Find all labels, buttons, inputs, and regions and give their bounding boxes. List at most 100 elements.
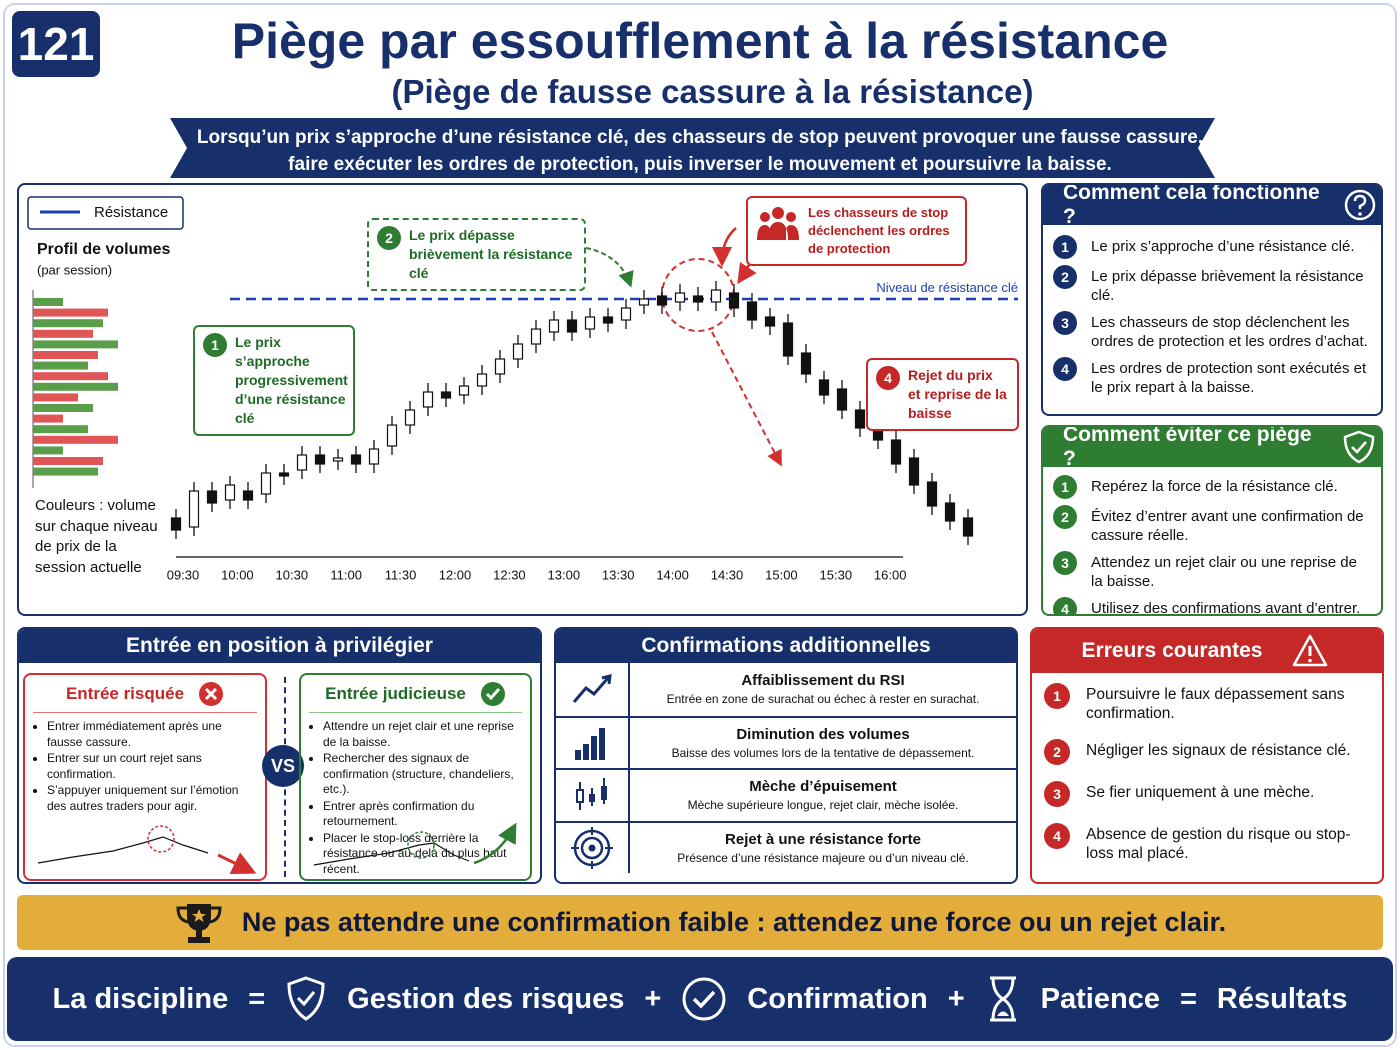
confirm-icon <box>572 674 612 704</box>
step-number: 4 <box>1053 597 1077 614</box>
volume-bar <box>33 361 88 370</box>
volume-bar <box>33 382 118 391</box>
candle-body <box>746 301 758 321</box>
question-icon <box>1344 189 1375 221</box>
subtitle: (Piège de fausse cassure à la résistance… <box>391 73 1034 110</box>
step: 1 Poursuivre le faux dépassement sans con… <box>1044 683 1370 723</box>
volume-bar <box>33 467 98 476</box>
annotation: 4 Rejet du prix et reprise de la baisse <box>866 358 1019 431</box>
mini-chart <box>313 822 517 866</box>
volume-bar <box>33 435 118 444</box>
candle-body <box>332 457 344 462</box>
arrow <box>712 227 737 267</box>
errors-list: 1 Poursuivre le faux dépassement sans con… <box>1032 673 1382 863</box>
confirm-desc: Entrée en zone de surachat ou échec à re… <box>666 692 980 707</box>
confirm-row: Rejet à une résistance forte Présence d’u… <box>556 820 1016 873</box>
volume-bar <box>33 329 93 338</box>
x-tick-label: 12:30 <box>493 567 526 582</box>
confirm-list: Affaiblissement du RSI Entrée en zone de … <box>556 663 1016 873</box>
list-item: Entrer immédiatement après une fausse ca… <box>47 719 257 750</box>
candle-body <box>476 373 488 387</box>
drop-arrow <box>711 331 782 467</box>
step: 3 Se fier uniquement à une mèche. <box>1044 781 1370 807</box>
badge-number: 121 <box>12 11 100 77</box>
candle-body <box>530 328 542 345</box>
x-tick-label: 10:00 <box>221 567 254 582</box>
candle-body <box>764 316 776 327</box>
annotation-number: 4 <box>876 366 900 390</box>
candle-body <box>656 295 668 306</box>
candle-body <box>494 358 506 375</box>
candle-body <box>566 319 578 333</box>
formula-part: La discipline <box>52 982 229 1015</box>
volume-subtitle: (par session) <box>37 262 112 277</box>
step: 4 Utilisez des confirmations avant d’entr… <box>1053 597 1371 616</box>
candle-body <box>782 322 794 357</box>
title: Piège par essoufflement à la résistance <box>231 13 1169 69</box>
chart: Résistance Profil de volumes (par sessio… <box>27 196 1018 582</box>
x-tick-label: 14:30 <box>711 567 744 582</box>
shield-icon <box>1343 430 1375 464</box>
annotation: Les chasseurs de stop déclenchent les or… <box>746 196 967 266</box>
list-item: Attendre un rejet clair et une reprise d… <box>323 719 522 750</box>
candle-body <box>962 517 974 537</box>
panel-title: Erreurs courantes <box>1081 639 1263 662</box>
candle-body <box>728 292 740 309</box>
vs-badge: VS <box>262 745 304 787</box>
box-header: Entrée judicieuse <box>309 681 522 713</box>
x-tick-label: 14:00 <box>656 567 689 582</box>
x-tick-label: 16:00 <box>874 567 907 582</box>
banner-shape <box>170 118 1215 178</box>
panel-header: Comment cela fonctionne ? <box>1043 185 1381 228</box>
step-text: Évitez d’entrer avant une confirmation d… <box>1091 508 1364 544</box>
volume-title: Profil de volumes <box>37 241 170 258</box>
panel-header: Entrée en position à privilégier <box>19 629 540 663</box>
candle-body <box>278 472 290 477</box>
candle-body <box>908 457 920 486</box>
step: 1 Le prix s’approche d’une résistance clé… <box>1053 235 1371 259</box>
step-text: Utilisez des confirmations avant d’entre… <box>1091 600 1361 616</box>
step-text: Attendez un rejet clair ou une reprise d… <box>1091 554 1357 590</box>
panel-header: Confirmations additionnelles <box>556 629 1016 663</box>
candle-body <box>584 316 596 330</box>
step-number: 3 <box>1044 781 1070 807</box>
step-text: Se fier uniquement à une mèche. <box>1086 784 1315 801</box>
list-item: Entrer après confirmation du retournemen… <box>323 799 522 830</box>
volume-bar <box>33 446 63 455</box>
mini-chart <box>37 825 257 874</box>
candle-body <box>170 517 182 531</box>
people-icon <box>757 207 799 240</box>
step-number: 4 <box>1044 823 1070 849</box>
confirm-icon-cell <box>556 717 630 768</box>
formula-operator: + <box>947 982 965 1015</box>
banner-line: Lorsqu’un prix s’approche d’une résistan… <box>196 127 1204 148</box>
volume-bar <box>33 404 93 412</box>
candle-body <box>638 298 650 306</box>
step: 3 Les chasseurs de stop déclenchent les o… <box>1053 311 1371 351</box>
annotation-number: 1 <box>203 333 227 357</box>
panel-title: Comment éviter ce piège ? <box>1063 425 1312 470</box>
box-title: Entrée judicieuse <box>325 684 466 703</box>
step-number: 2 <box>1044 739 1070 765</box>
candle-body <box>710 289 722 303</box>
wise-box: Entrée judicieuse Attendre un rejet clai… <box>299 673 532 881</box>
x-tick-label: 15:00 <box>765 567 798 582</box>
formula-operator: + <box>644 982 662 1015</box>
confirm-desc: Baisse des volumes lors de la tentative … <box>671 745 975 760</box>
candle-body <box>944 502 956 522</box>
list-item: S’appuyer uniquement sur l’émotion des a… <box>47 783 257 814</box>
annotation-text: Le prix dépasse brièvement la résistance… <box>409 227 573 281</box>
step: 2 Évitez d’entrer avant une confirmation … <box>1053 505 1371 545</box>
risky-box: Entrée risquée Entrer immédiatement aprè… <box>23 673 267 881</box>
tip-text: Ne pas attendre une confirmation faible … <box>241 907 1227 937</box>
hourglass-icon <box>989 976 1016 1022</box>
confirm-desc: Mèche supérieure longue, rejet clair, mè… <box>687 798 959 813</box>
candle-body <box>386 424 398 447</box>
volume-bar <box>33 351 98 359</box>
volume-bar <box>33 308 108 317</box>
confirm-row: Diminution des volumes Baisse des volumes… <box>556 715 1016 768</box>
confirm-icon-cell <box>556 770 630 821</box>
step-text: Absence de gestion du risque ou stop-los… <box>1086 826 1351 862</box>
x-tick-label: 12:00 <box>439 567 472 582</box>
step-number: 1 <box>1053 235 1077 259</box>
